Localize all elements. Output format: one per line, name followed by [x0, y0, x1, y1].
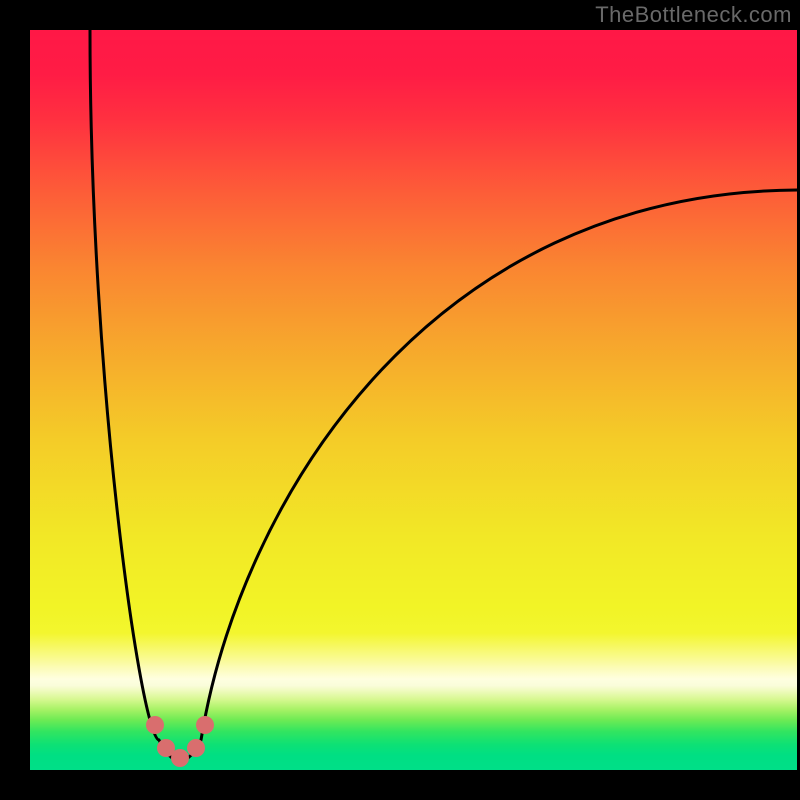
valley-marker — [196, 716, 214, 734]
bottleneck-chart — [0, 0, 800, 800]
valley-marker — [187, 739, 205, 757]
valley-marker — [171, 749, 189, 767]
chart-gradient-background — [30, 30, 797, 770]
watermark-text: TheBottleneck.com — [595, 2, 792, 28]
valley-marker — [146, 716, 164, 734]
